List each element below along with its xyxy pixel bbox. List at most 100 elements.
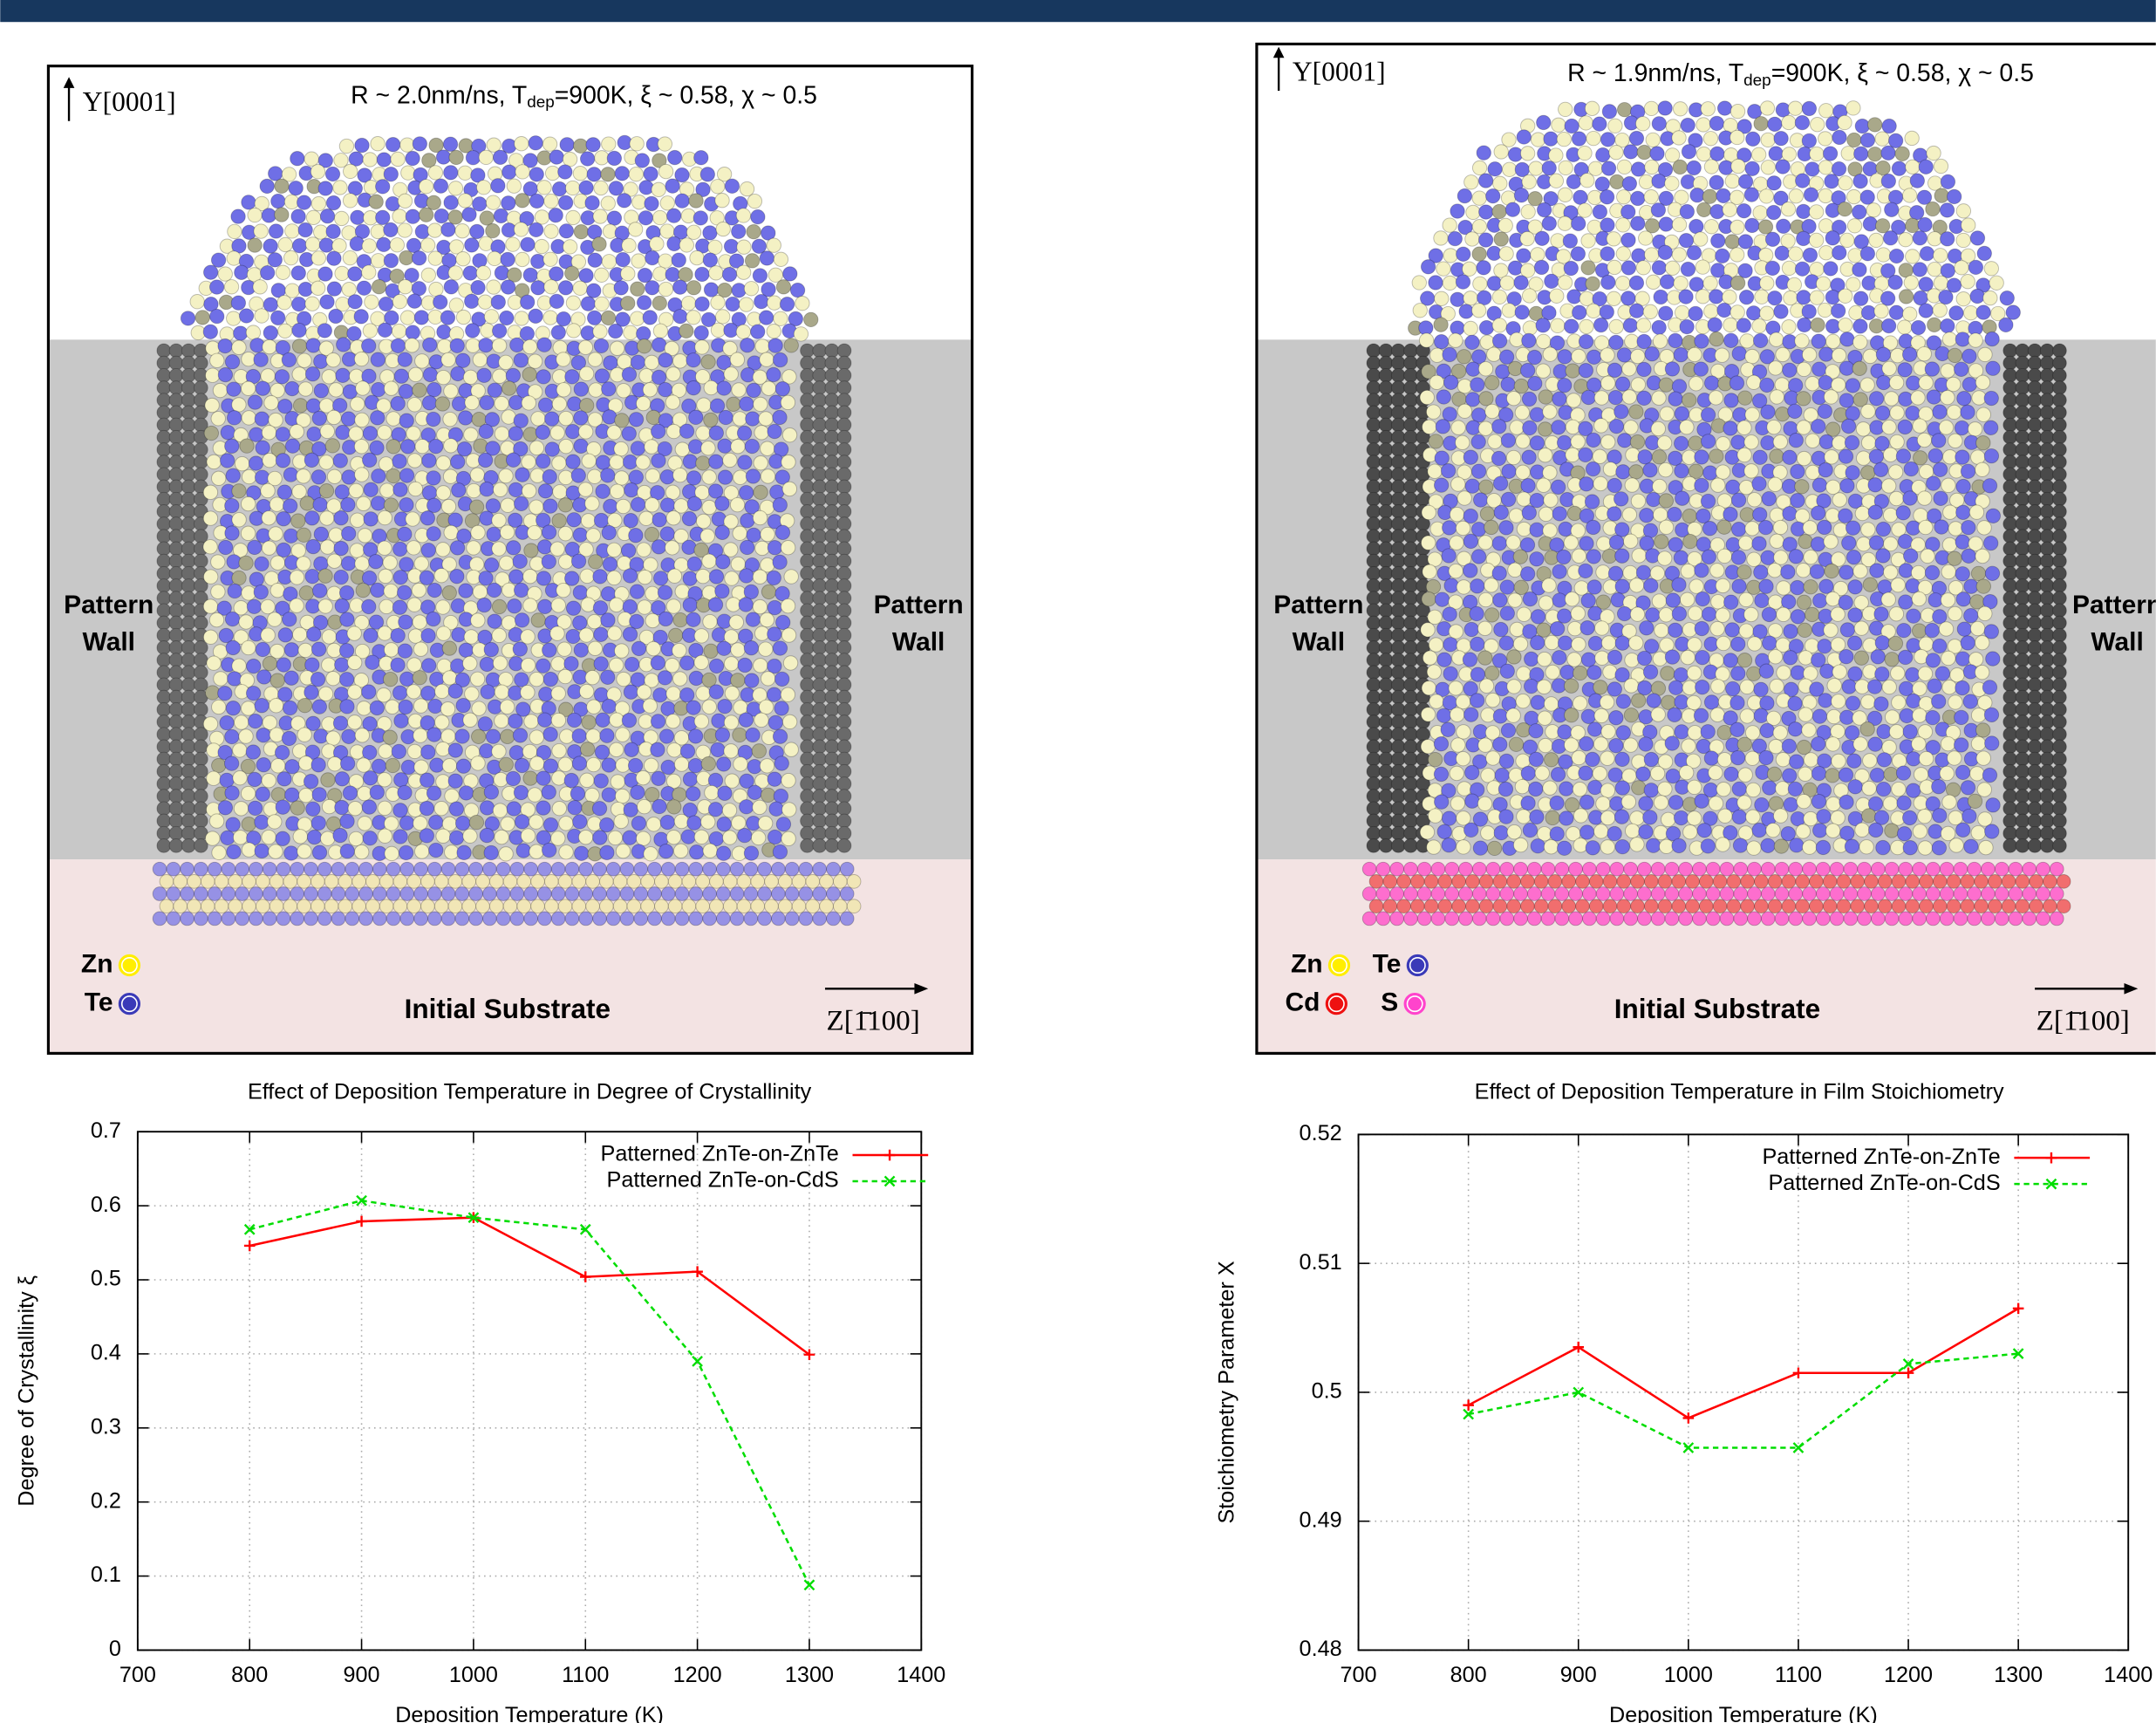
- film-atom: [1963, 305, 1977, 319]
- wall-atom: [825, 393, 839, 407]
- film-atom: [1876, 248, 1890, 262]
- film-atom: [667, 209, 681, 222]
- wall-atom: [194, 455, 208, 469]
- wall-atom: [801, 368, 815, 382]
- film-atom: [747, 785, 761, 799]
- film-atom: [536, 659, 550, 673]
- wall-atom: [1379, 790, 1393, 803]
- substrate-atom: [1906, 874, 1920, 888]
- film-atom: [429, 282, 443, 296]
- substrate-atom: [785, 862, 799, 876]
- film-atom: [1818, 462, 1832, 476]
- substrate-atom: [806, 874, 820, 888]
- film-atom: [1457, 379, 1471, 393]
- wall-atom: [169, 443, 183, 457]
- substrate-atom: [1555, 887, 1569, 901]
- substrate-atom: [551, 862, 565, 876]
- film-atom: [588, 253, 602, 267]
- substrate-atom: [737, 899, 751, 913]
- film-atom: [1825, 591, 1839, 605]
- film-atom: [426, 786, 440, 800]
- film-atom: [1737, 653, 1751, 667]
- film-atom: [1645, 347, 1659, 361]
- film-atom: [1607, 291, 1620, 305]
- film-atom: [595, 297, 609, 311]
- substrate-atom: [840, 862, 854, 876]
- substrate-atom: [2037, 887, 2050, 901]
- film-atom: [1593, 449, 1607, 463]
- substrate-atom: [222, 912, 235, 926]
- wall-atom: [1404, 554, 1418, 568]
- film-atom: [1732, 346, 1746, 360]
- substrate-atom: [1397, 899, 1411, 913]
- film-atom: [687, 816, 701, 830]
- film-atom: [399, 250, 413, 264]
- film-atom: [1986, 652, 2000, 666]
- film-atom: [1637, 145, 1651, 159]
- film-atom: [1716, 188, 1730, 202]
- film-atom: [493, 369, 507, 383]
- film-atom: [1652, 174, 1666, 188]
- substrate-atom: [1383, 899, 1397, 913]
- substrate-atom: [703, 912, 717, 926]
- film-atom: [1542, 216, 1556, 230]
- film-atom: [1681, 650, 1695, 664]
- wall-atom: [825, 740, 839, 754]
- wall-atom: [169, 752, 183, 766]
- film-atom: [673, 612, 687, 626]
- film-atom: [327, 469, 341, 483]
- wall-atom: [157, 740, 171, 754]
- wall-atom: [169, 406, 183, 420]
- wall-atom: [2003, 666, 2017, 680]
- film-atom: [1695, 680, 1709, 694]
- film-atom: [1853, 335, 1867, 349]
- substrate-atom: [1837, 874, 1851, 888]
- film-atom: [241, 701, 255, 715]
- film-atom: [1542, 578, 1556, 592]
- film-atom: [686, 701, 700, 714]
- film-atom: [1672, 131, 1686, 145]
- film-atom: [542, 469, 556, 483]
- substrate-atom: [1754, 899, 1768, 913]
- film-atom: [499, 673, 513, 687]
- film-atom: [1579, 537, 1593, 550]
- substrate-atom: [317, 887, 331, 901]
- film-atom: [507, 541, 521, 555]
- condition-label: R ~ 2.0nm/ns, Tdep=900K, ξ ~ 0.58, χ ~ 0…: [351, 81, 817, 112]
- film-atom: [1925, 362, 1939, 376]
- substrate-atom: [421, 899, 435, 913]
- film-atom: [1781, 564, 1795, 578]
- film-atom: [1448, 231, 1462, 245]
- wall-atom: [813, 838, 827, 852]
- film-atom: [1824, 535, 1838, 549]
- film-atom: [1847, 219, 1861, 233]
- film-atom: [239, 615, 253, 629]
- film-atom: [724, 367, 738, 381]
- film-atom: [1839, 361, 1853, 375]
- film-atom: [1594, 419, 1608, 433]
- film-atom: [531, 412, 545, 426]
- film-atom: [314, 527, 328, 541]
- substrate-atom: [400, 862, 414, 876]
- film-atom: [318, 687, 332, 701]
- film-atom: [1514, 276, 1528, 290]
- film-atom: [673, 844, 687, 858]
- substrate-atom: [1961, 874, 1975, 888]
- film-atom: [1710, 564, 1724, 578]
- wall-atom: [1367, 678, 1381, 692]
- film-atom: [456, 353, 470, 367]
- film-atom: [443, 412, 457, 426]
- film-atom: [306, 210, 320, 224]
- film-atom: [249, 714, 263, 728]
- film-atom: [221, 425, 235, 439]
- substrate-atom: [1789, 887, 1803, 901]
- film-atom: [1863, 217, 1877, 231]
- substrate-atom: [1362, 912, 1376, 926]
- film-atom: [1544, 753, 1558, 767]
- film-atom: [1752, 537, 1766, 550]
- film-atom: [379, 599, 393, 613]
- film-atom: [614, 281, 628, 295]
- film-atom: [1827, 679, 1841, 693]
- film-atom: [574, 382, 588, 396]
- substrate-atom: [1954, 862, 1968, 876]
